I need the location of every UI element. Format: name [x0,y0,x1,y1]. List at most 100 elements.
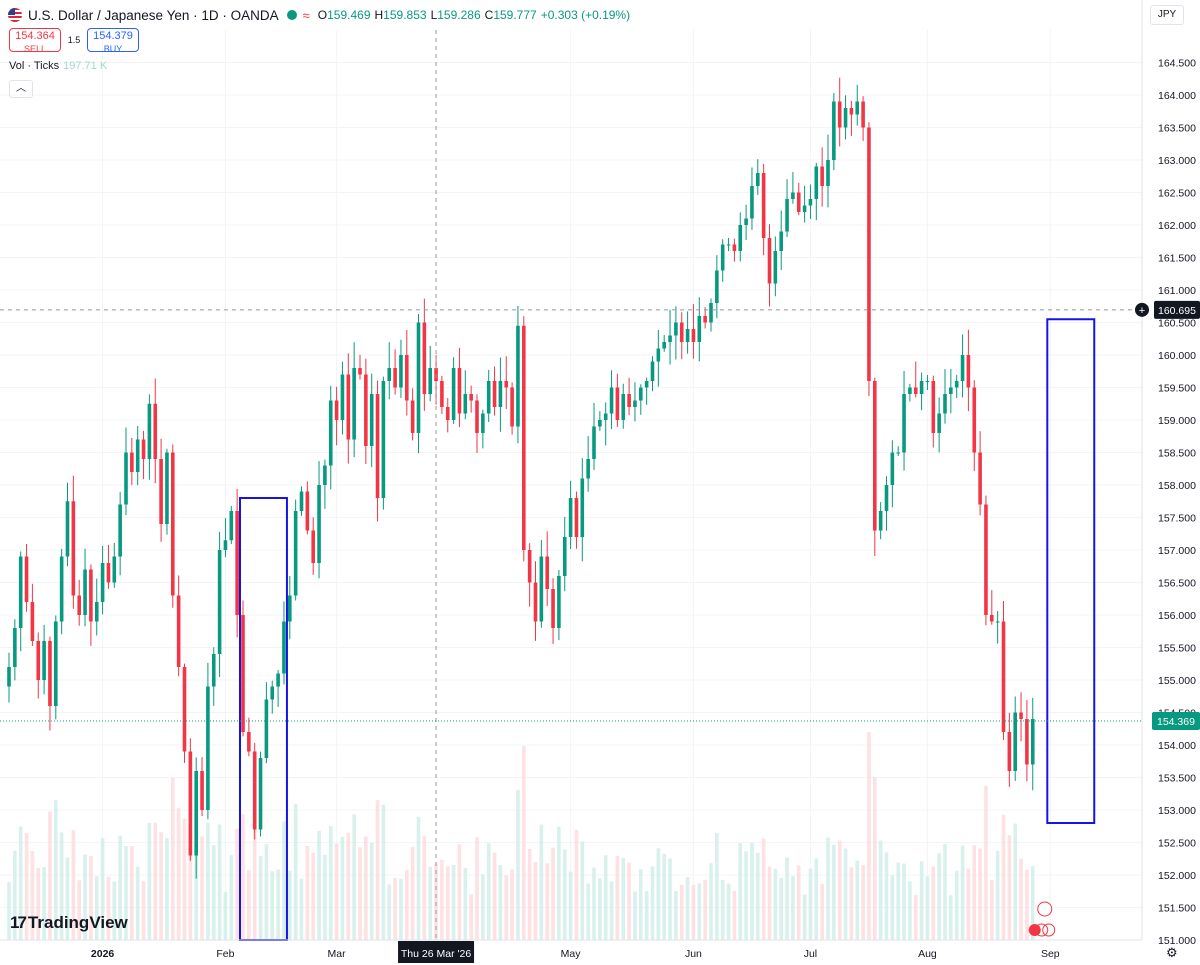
volume-bar [130,846,134,940]
volume-bar [855,860,860,940]
volume-bar [592,867,596,940]
volume-bar [627,862,631,940]
volume-bar [586,883,590,940]
symbol-title[interactable]: U.S. Dollar / Japanese Yen · 1D · OANDA [28,7,279,23]
candle-body [399,355,403,388]
candle-body [709,303,713,323]
volume-bar [913,894,918,940]
volume-bar [802,894,807,940]
currency-button[interactable]: JPY [1150,5,1184,25]
candle-body [428,368,432,394]
candle-body [674,322,678,336]
volume-bar [662,853,666,940]
x-tick-label: Jul [804,948,817,960]
candle-body [211,654,216,687]
candle-body [808,199,813,206]
candle-body [954,381,959,388]
y-tick-label: 151.000 [1158,935,1196,947]
y-tick-label: 161.500 [1158,253,1196,265]
candle-body [837,101,842,128]
us-flag-icon [8,8,22,22]
volume-bar [837,840,842,940]
volume-bar [317,830,321,940]
candle-body [919,381,924,394]
candle-body [288,595,292,622]
candle-body [609,387,614,414]
volume-bar [492,852,497,940]
volume-bar [756,852,760,940]
candle-body [621,394,626,420]
volume-bar [13,850,17,940]
volume-bar [738,843,743,940]
plus-icon [1135,302,1149,317]
crosshair-date-bg [398,941,475,963]
candle-body [381,381,386,498]
candle-body [814,166,819,199]
candle-body [592,426,596,459]
buy-button[interactable]: 154.379 BUY [87,28,139,54]
candle-body [252,751,257,830]
volume-bar [118,835,122,940]
candle-body [445,407,450,420]
volume-bar [352,814,356,940]
y-tick-label: 157.000 [1158,545,1196,557]
candle-body [1001,621,1006,732]
logo-mark: 17 [10,913,27,932]
volume-bar [54,800,58,940]
candle-body [30,602,35,641]
volume-bar [744,851,748,940]
volume-bar [615,855,620,940]
y-tick-label: 157.500 [1158,513,1196,525]
candle-body [791,192,795,199]
candle-body [767,238,772,284]
volume-bar [481,874,485,940]
candle-body [931,381,936,433]
volume-bar [674,891,678,940]
volume-bar [504,875,509,940]
volume-bar [469,894,473,940]
candle-body [779,231,783,251]
candle-body [679,322,684,342]
volume-bar [293,803,298,940]
candle-body [364,374,368,446]
y-tick-label: 163.000 [1158,155,1196,167]
volume-bar [621,857,626,940]
volume-bar [247,870,251,940]
volume-bar [159,832,163,940]
volume-bar [276,869,280,940]
volume-legend[interactable]: Vol · Ticks 197.71 K [9,60,108,72]
volume-bars [7,732,1035,940]
candle-body [323,465,327,485]
volume-bar [7,882,11,940]
volume-bar [147,823,152,940]
volume-bar [194,818,198,940]
candle-body [539,556,544,622]
y-tick-label: 153.500 [1158,773,1196,785]
volume-bar [311,853,315,940]
volume-bar [878,840,883,940]
volume-bar [100,838,105,940]
volume-bar [796,865,801,940]
y-tick-label: 154.000 [1158,740,1196,752]
tradingview-logo[interactable]: 17 TradingView [10,913,128,933]
candle-body [422,322,427,394]
gear-icon[interactable]: ⚙ [1166,945,1178,960]
volume-bar [1030,866,1035,940]
candle-body [884,485,889,511]
volume-bar [410,847,415,940]
candle-body [867,127,871,381]
volume-bar [849,867,854,940]
volume-bar [135,866,140,940]
candle-body [334,400,339,420]
chevron-up-icon[interactable]: ︿ [9,80,33,98]
volume-bar [463,867,468,940]
volume-bar [48,811,52,940]
volume-bar [779,877,783,940]
candle-body [966,355,971,388]
sell-button[interactable]: 154.364 SELL [9,28,61,54]
candle-body [726,244,731,246]
y-tick-label: 151.500 [1158,903,1196,915]
volume-bar [252,812,257,940]
volume-bar [89,856,93,940]
